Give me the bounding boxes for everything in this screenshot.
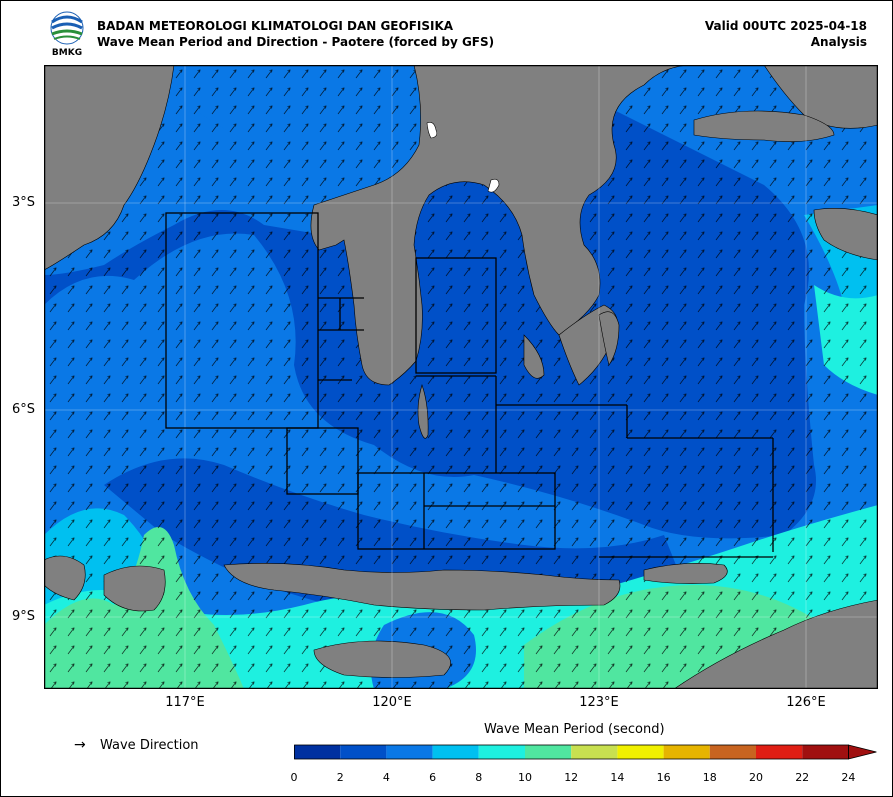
- chart-title: Wave Mean Period and Direction - Paotere…: [97, 35, 495, 49]
- wave-direction-label: Wave Direction: [100, 738, 199, 753]
- lat-label: 9°S: [12, 609, 36, 624]
- small-islands: [426, 122, 500, 193]
- colorbar-segment: [432, 745, 479, 759]
- colorbar-segment: [802, 745, 849, 759]
- colorbar-tick-label: 24: [841, 771, 856, 784]
- colorbar-tick-label: 0: [290, 771, 298, 784]
- colorbar-segment: [525, 745, 572, 759]
- land-lombok: [44, 555, 86, 601]
- land-muna: [523, 334, 545, 379]
- lon-label: 120°E: [372, 695, 412, 710]
- colorbar-extend-arrow: [848, 744, 877, 760]
- analysis-label: Analysis: [810, 35, 867, 49]
- land-flores: [223, 563, 621, 611]
- land-borneo: [44, 65, 175, 271]
- land-buton: [598, 311, 620, 366]
- colorbar-tick-label: 14: [610, 771, 625, 784]
- colorbar-tick-label: 4: [382, 771, 390, 784]
- land-sumba: [313, 640, 451, 678]
- colorbar: [294, 744, 877, 760]
- lon-label: 126°E: [786, 695, 826, 710]
- land-seram-east: [813, 208, 878, 261]
- colorbar-tick-label: 22: [795, 771, 810, 784]
- colorbar-tick-label: 2: [336, 771, 344, 784]
- land-alor: [643, 563, 728, 584]
- colorbar-tick-label: 12: [564, 771, 579, 784]
- colorbar-tick-label: 6: [429, 771, 437, 784]
- colorbar-segment: [663, 745, 710, 759]
- colorbar-segment: [617, 745, 664, 759]
- colorbar-tick-label: 10: [518, 771, 532, 784]
- bmkg-logo: BMKG: [50, 11, 84, 58]
- land-selayar: [417, 384, 429, 439]
- colorbar-tick-label: 16: [656, 771, 671, 784]
- land-buru: [693, 110, 835, 142]
- lat-label: 6°S: [12, 402, 36, 417]
- wave-period-map: [44, 65, 878, 689]
- colorbar-tick-label: 8: [475, 771, 483, 784]
- colorbar-tick-label: 18: [702, 771, 717, 784]
- lon-label: 117°E: [165, 695, 205, 710]
- lon-label: 123°E: [579, 695, 619, 710]
- colorbar-segment: [571, 745, 618, 759]
- forecast-area-boxes: [165, 212, 774, 558]
- colorbar-segment: [756, 745, 803, 759]
- colorbar-segment: [709, 745, 756, 759]
- land-sulawesi-southwest: [310, 65, 695, 386]
- colorbar-segment: [294, 745, 341, 759]
- land-masses: [44, 65, 878, 689]
- colorbar-segment: [340, 745, 387, 759]
- lat-label: 3°S: [12, 195, 36, 210]
- colorbar-segment: [478, 745, 525, 759]
- colorbar-title: Wave Mean Period (second): [484, 722, 665, 737]
- agency-title: BADAN METEOROLOGI KLIMATOLOGI DAN GEOFIS…: [97, 19, 454, 33]
- colorbar-segment: [386, 745, 433, 759]
- valid-time: Valid 00UTC 2025-04-18: [704, 19, 867, 33]
- land-sumbawa: [103, 565, 166, 612]
- land-timor: [673, 599, 878, 689]
- graticule: [44, 65, 878, 689]
- wave-direction-arrow-icon: →: [74, 737, 86, 753]
- colorbar-tick-label: 20: [749, 771, 763, 784]
- svg-text:BMKG: BMKG: [52, 48, 82, 58]
